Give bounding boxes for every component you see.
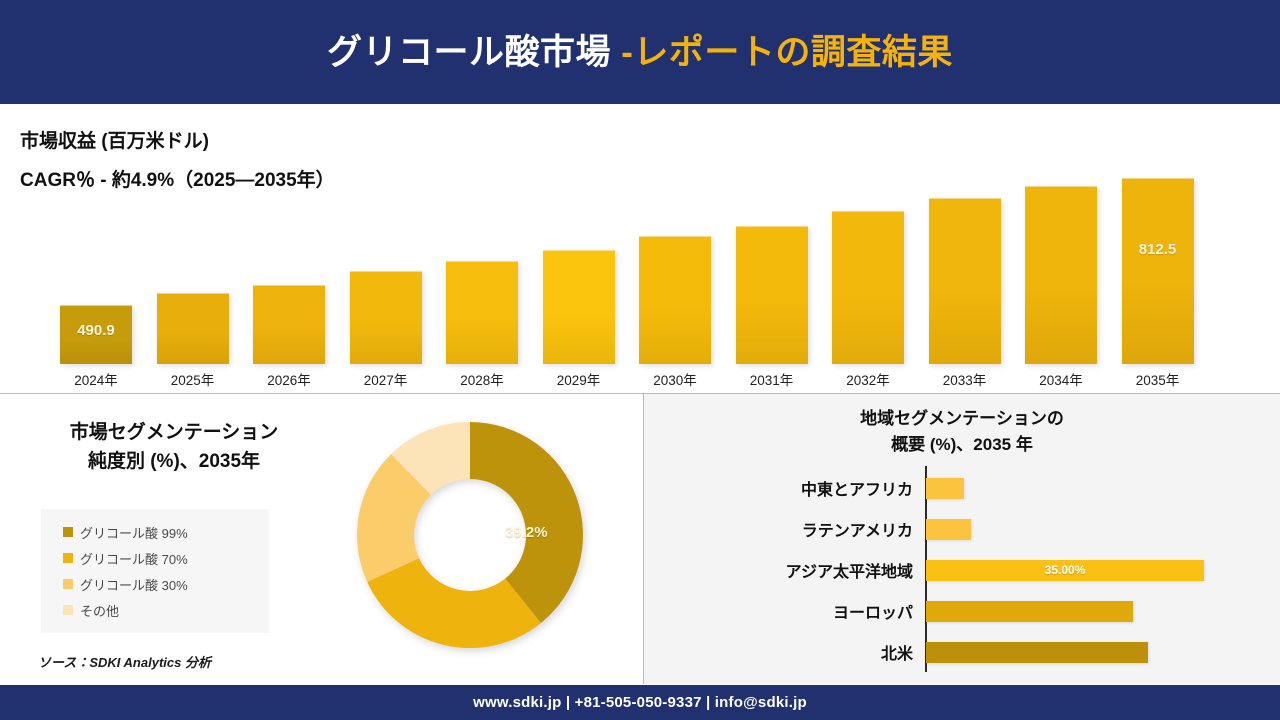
- revenue-heading: 市場収益 (百万米ドル): [20, 131, 209, 152]
- source-note: ソース：SDKI Analytics 分析: [38, 655, 211, 670]
- segmentation-legend: グリコール酸 99% グリコール酸 70% グリコール酸 30% その他: [41, 509, 269, 633]
- section-divider: [0, 393, 1280, 394]
- bar-column: 2034年: [1013, 164, 1109, 388]
- bar-value-label: 812.5: [1138, 241, 1177, 258]
- regional-bar-row: 中東とアフリカ: [644, 468, 1280, 508]
- regional-bar: [926, 477, 964, 499]
- legend-item: その他: [41, 597, 269, 623]
- bar-value-label: 490.9: [77, 322, 115, 339]
- bar-column: 2029年: [531, 164, 627, 388]
- regional-title-line1: 地域セグメンテーションの: [860, 409, 1064, 428]
- revenue-bar: 2030年: [639, 236, 711, 388]
- bar-category-label: 2034年: [1039, 373, 1083, 388]
- regional-category-label: アジア太平洋地域: [785, 564, 913, 581]
- bar-column: 2028年: [434, 164, 530, 388]
- bar-category-label: 2031年: [749, 373, 794, 388]
- bar-column: 2033年: [917, 164, 1013, 388]
- regional-category-label: 北米: [880, 646, 913, 663]
- donut-chart: 39.2%: [355, 420, 605, 670]
- footer-contact: www.sdki.jp | +81-505-050-9337 | info@sd…: [473, 694, 807, 711]
- revenue-bar: 2027年: [349, 271, 422, 388]
- revenue-bar: 2031年: [735, 226, 808, 388]
- legend-item-label: グリコール酸 70%: [80, 551, 188, 567]
- legend-swatch-icon: [63, 553, 73, 563]
- bar-column: 2030年: [627, 164, 723, 388]
- revenue-bar: 2034年: [1025, 186, 1097, 388]
- regional-bar: 35.00%: [926, 559, 1204, 581]
- bar-column: 490.9 2024年: [48, 164, 144, 388]
- segmentation-panel: 市場セグメンテーション 純度別 (%)、2035年 グリコール酸 99% グリコー…: [0, 394, 643, 684]
- legend-swatch-icon: [63, 527, 73, 537]
- bar-category-label: 2025年: [170, 373, 215, 388]
- legend-item: グリコール酸 30%: [41, 571, 269, 597]
- donut-segment: [470, 422, 583, 623]
- bar-category-label: 2032年: [846, 373, 890, 388]
- revenue-chart-section: 市場収益 (百万米ドル) CAGR％ - 約4.9%（2025―2035年） 4…: [0, 104, 1280, 393]
- regional-category-label: 中東とアフリカ: [800, 482, 913, 499]
- revenue-bar: 2033年: [928, 198, 1001, 388]
- bar-category-label: 2029年: [556, 373, 601, 388]
- bar-column: 2032年: [820, 164, 916, 388]
- revenue-bar: 2029年: [542, 250, 615, 388]
- donut-value-label: 39.2%: [505, 524, 548, 541]
- regional-bar-value-label: 35.00%: [1044, 563, 1086, 577]
- legend-item-label: グリコール酸 99%: [80, 525, 188, 541]
- legend-item-label: その他: [80, 603, 120, 619]
- bar-column: 2031年: [724, 164, 820, 388]
- bar-category-label: 2033年: [942, 373, 987, 388]
- bar-category-label: 2026年: [267, 373, 311, 388]
- regional-bars: 中東とアフリカ ラテンアメリカアジア太平洋地域 35.00% ヨーロッパ北米: [644, 466, 1280, 676]
- legend-swatch-icon: [63, 605, 73, 615]
- bar-column: 2025年: [145, 164, 241, 388]
- regional-bar-row: アジア太平洋地域 35.00%: [644, 550, 1280, 590]
- donut-segment: [357, 454, 431, 582]
- regional-category-label: ラテンアメリカ: [801, 523, 913, 540]
- regional-category-label: ヨーロッパ: [832, 605, 913, 622]
- regional-bar-row: 北米: [644, 632, 1280, 672]
- revenue-bar: 2026年: [253, 285, 325, 388]
- legend-item-label: グリコール酸 30%: [80, 577, 188, 593]
- page-title-accent: -レポートの調査結果: [621, 32, 953, 72]
- segmentation-title-line1: 市場セグメンテーション: [69, 422, 279, 443]
- revenue-bar: 490.9 2024年: [60, 305, 132, 388]
- revenue-bar: 812.5 2035年: [1121, 178, 1194, 388]
- regional-title: 地域セグメンテーションの 概要 (%)、2035 年: [644, 406, 1280, 457]
- regional-axis-line: [925, 466, 927, 672]
- bar-column: 812.5 2035年: [1110, 164, 1206, 388]
- regional-bar: [926, 641, 1148, 663]
- regional-bar-row: ヨーロッパ: [644, 591, 1280, 631]
- regional-bar-row: ラテンアメリカ: [644, 509, 1280, 549]
- regional-bar: [926, 518, 971, 540]
- header-banner: グリコール酸市場 -レポートの調査結果: [0, 0, 1280, 104]
- page-title: グリコール酸市場 -レポートの調査結果: [327, 35, 953, 70]
- legend-item: グリコール酸 70%: [41, 545, 269, 571]
- segmentation-title-line2: 純度別 (%)、2035年: [87, 451, 261, 473]
- bar-category-label: 2030年: [653, 373, 697, 388]
- revenue-subheading: CAGR％ - 約4.9%（2025―2035年）: [20, 170, 335, 191]
- revenue-bar: 2032年: [832, 211, 904, 388]
- regional-bar: [926, 600, 1133, 622]
- revenue-bars: 490.9 2024年 2025年 2026年 2027年 2028年 2029年 2030年…: [0, 104, 1280, 393]
- legend-swatch-icon: [63, 579, 73, 589]
- regional-panel: 地域セグメンテーションの 概要 (%)、2035 年 中東とアフリカ ラテンアメリ…: [643, 394, 1280, 684]
- bar-category-label: 2024年: [74, 373, 118, 388]
- bar-category-label: 2027年: [363, 373, 408, 388]
- bar-column: 2027年: [338, 164, 434, 388]
- footer-banner: www.sdki.jp | +81-505-050-9337 | info@sd…: [0, 685, 1280, 720]
- legend-item: グリコール酸 99%: [41, 519, 269, 545]
- regional-title-line2: 概要 (%)、2035 年: [891, 434, 1033, 454]
- donut-segment: [391, 422, 470, 495]
- bar-category-label: 2035年: [1135, 373, 1180, 388]
- page-title-main: グリコール酸市場: [327, 32, 622, 72]
- donut-svg: [357, 422, 583, 648]
- revenue-bar: 2025年: [156, 293, 229, 388]
- donut-segment: [367, 558, 541, 648]
- bar-category-label: 2028年: [460, 373, 504, 388]
- segmentation-title: 市場セグメンテーション 純度別 (%)、2035年: [24, 418, 324, 477]
- revenue-bar: 2028年: [446, 261, 518, 388]
- bar-column: 2026年: [241, 164, 337, 388]
